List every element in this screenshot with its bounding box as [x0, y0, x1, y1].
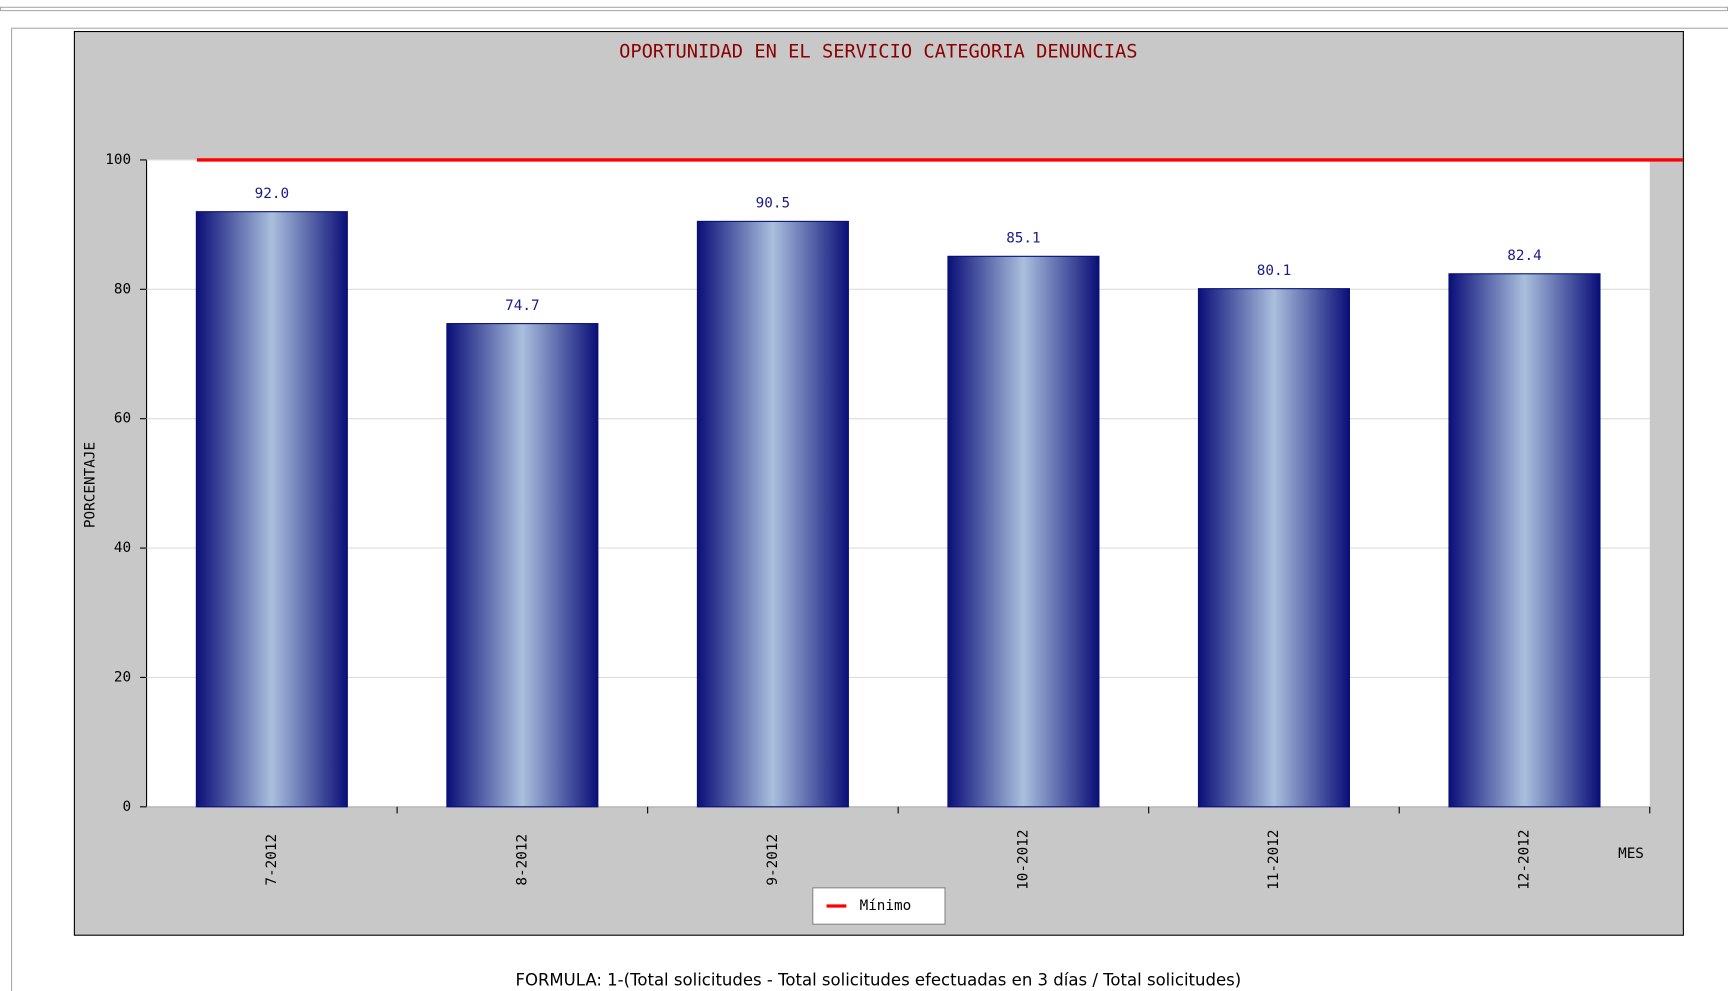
y-tick-label: 60: [114, 411, 131, 427]
y-tick-label: 100: [105, 152, 131, 168]
chart-title: OPORTUNIDAD EN EL SERVICIO CATEGORIA DEN…: [619, 41, 1137, 62]
y-tick-label: 80: [114, 281, 131, 297]
value-label: 74.7: [505, 298, 539, 314]
value-label: 92.0: [255, 186, 289, 202]
y-tick-label: 40: [114, 540, 131, 556]
value-label: 85.1: [1006, 231, 1040, 247]
bar: [696, 220, 849, 808]
footnote: FORMULA: 1-(Total solicitudes - Total so…: [515, 970, 1241, 989]
bar: [446, 323, 599, 808]
legend-label: Mínimo: [860, 898, 912, 914]
plot-area: [146, 159, 1650, 807]
x-tick-label: 12-2012: [1516, 830, 1532, 890]
x-tick-label: 10-2012: [1015, 830, 1031, 890]
y-axis-label: PORCENTAJE: [82, 442, 98, 528]
y-tick-label: 0: [123, 799, 132, 815]
bar: [195, 211, 348, 808]
x-tick-label: 9-2012: [765, 834, 781, 886]
value-label: 80.1: [1257, 263, 1291, 279]
x-tick-label: 8-2012: [514, 834, 530, 886]
bar: [1197, 288, 1350, 808]
bar: [1448, 273, 1601, 808]
y-tick-label: 20: [114, 669, 131, 685]
bar: [947, 255, 1100, 808]
top-border: [0, 6, 1728, 12]
x-tick-label: 7-2012: [264, 834, 280, 886]
value-label: 82.4: [1507, 248, 1541, 264]
x-tick-label: 11-2012: [1266, 830, 1282, 890]
value-label: 90.5: [756, 196, 790, 212]
x-axis-label: MES: [1618, 846, 1644, 862]
